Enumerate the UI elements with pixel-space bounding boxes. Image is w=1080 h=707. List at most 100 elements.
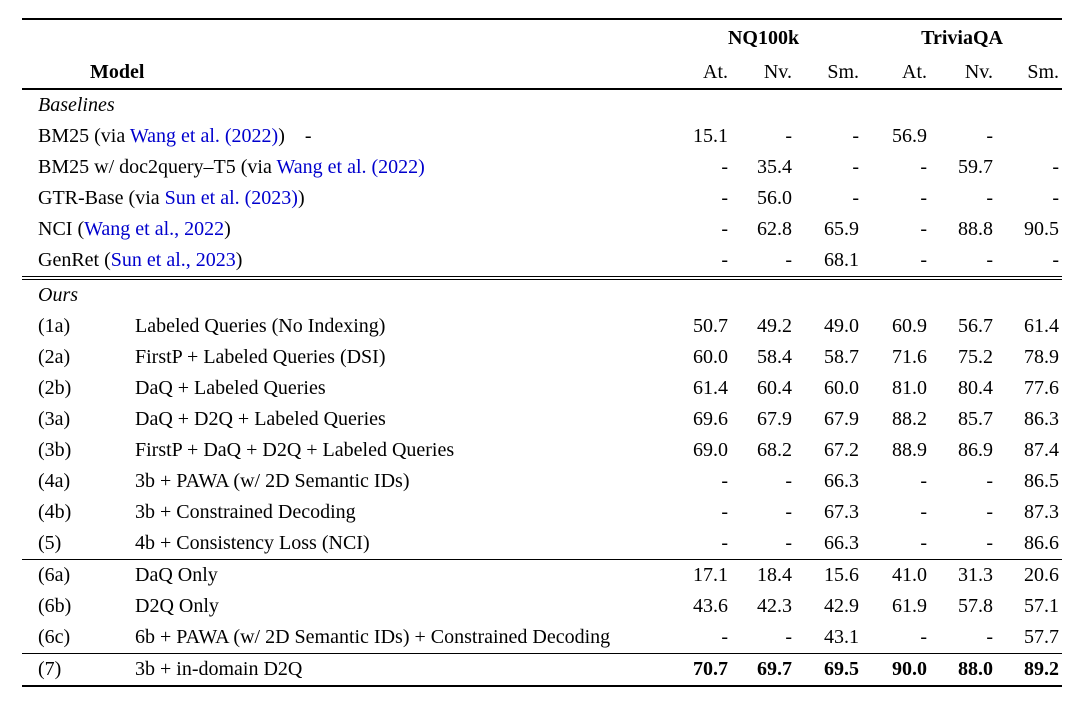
table-row: NCI (Wang et al., 2022) - 62.8 65.9 - 88.8 90.… <box>22 214 1062 245</box>
value-cell: 58.4 <box>757 346 792 368</box>
value-cell: 60.4 <box>757 377 792 399</box>
value-cell: 57.8 <box>958 595 994 617</box>
value-cell: 66.3 <box>824 470 860 492</box>
value-cell <box>996 121 1062 152</box>
table-row: BM25 (via Wang et al. (2022)) - 15.1 - - 56.… <box>22 121 1062 152</box>
value-cell: - <box>785 532 792 554</box>
value-cell: - <box>852 125 860 147</box>
results-table: NQ100k TriviaQA Model At. Nv. Sm. At. Nv… <box>22 18 1063 687</box>
model-text: ) <box>235 249 243 271</box>
model-text: 3b + in-domain D2Q <box>135 658 303 680</box>
value-cell: 67.9 <box>824 408 860 430</box>
table-row: (3b) FirstP + DaQ + D2Q + Labeled Queries… <box>22 435 1062 466</box>
value-cell: 81.0 <box>892 377 928 399</box>
value-cell: 89.2 <box>1024 658 1060 680</box>
group-header-nq100k: NQ100k <box>727 27 800 49</box>
table-row: (4a) 3b + PAWA (w/ 2D Semantic IDs) - - 66.3… <box>22 466 1062 497</box>
value-cell: - <box>721 218 728 240</box>
section-title-row: Ours <box>22 278 1062 311</box>
value-cell: - <box>986 470 994 492</box>
col-header-tq-nv: Nv. <box>964 61 994 83</box>
value-cell: - <box>785 470 792 492</box>
model-cell: NCI (Wang et al., 2022) <box>22 214 665 245</box>
value-cell: 88.8 <box>958 218 994 240</box>
table-row: GenRet (Sun et al., 2023) - - 68.1 - - - <box>22 245 1062 278</box>
value-cell: 58.7 <box>824 346 860 368</box>
value-cell: 42.3 <box>757 595 792 617</box>
value-cell: - <box>785 501 792 523</box>
value-cell: 80.4 <box>958 377 994 399</box>
row-number: (4b) <box>38 501 72 523</box>
value-cell: - <box>1052 156 1060 178</box>
value-cell: - <box>920 470 928 492</box>
table-row: (4b) 3b + Constrained Decoding - - 67.3 - - 87.… <box>22 497 1062 528</box>
value-cell: 71.6 <box>892 346 928 368</box>
row-number: (2a) <box>38 346 71 368</box>
value-cell: 87.4 <box>1024 439 1060 461</box>
model-cell: DaQ Only <box>135 560 665 592</box>
value-cell: - <box>852 156 860 178</box>
value-cell: 15.1 <box>693 125 728 147</box>
row-number: (7) <box>38 658 62 680</box>
model-text: 3b + PAWA (w/ 2D Semantic IDs) <box>135 470 410 492</box>
value-cell: 56.0 <box>757 187 792 209</box>
col-header-tq-at: At. <box>902 61 928 83</box>
value-cell: - <box>852 187 860 209</box>
table-section: Baselines BM25 (via Wang et al. (2022)) -… <box>22 89 1062 278</box>
value-cell: 88.9 <box>892 439 928 461</box>
table-section: Ours (1a) Labeled Queries (No Indexing) 50.… <box>22 278 1063 560</box>
value-cell: - <box>986 501 994 523</box>
group-header-row: NQ100k TriviaQA <box>22 19 1062 52</box>
table-header: NQ100k TriviaQA Model At. Nv. Sm. At. Nv… <box>22 19 1063 89</box>
model-cell: DaQ + Labeled Queries <box>135 373 665 404</box>
table-row: (6b) D2Q Only 43.6 42.3 42.9 61.9 57.8 57.1 <box>22 591 1062 622</box>
citation-link[interactable]: Wang et al. (2022) <box>276 156 425 178</box>
value-cell: 68.1 <box>824 249 860 271</box>
model-text: DaQ + Labeled Queries <box>135 377 326 399</box>
value-cell: - <box>721 532 728 554</box>
model-text: D2Q Only <box>135 595 219 617</box>
citation-link[interactable]: Sun et al. (2023) <box>164 187 298 209</box>
table-row: (1a) Labeled Queries (No Indexing) 50.7 49.… <box>22 311 1062 342</box>
value-cell: - <box>920 249 928 271</box>
model-text: BM25 (via <box>38 125 130 147</box>
value-cell: - <box>785 626 792 648</box>
value-cell: 90.5 <box>1024 218 1060 240</box>
value-cell: - <box>920 626 928 648</box>
model-cell: 3b + Constrained Decoding <box>135 497 665 528</box>
table-row: BM25 w/ doc2query–T5 (via Wang et al. (2… <box>22 152 1062 183</box>
section-title: Baselines <box>38 94 115 116</box>
value-cell: - <box>986 626 994 648</box>
value-cell: 49.0 <box>824 315 860 337</box>
row-number: (6b) <box>38 595 72 617</box>
model-cell: FirstP + DaQ + D2Q + Labeled Queries <box>135 435 665 466</box>
model-text: BM25 w/ doc2query–T5 (via <box>38 156 277 178</box>
value-cell: - <box>920 218 928 240</box>
value-cell: 67.9 <box>757 408 792 430</box>
model-text: ) - <box>278 125 312 147</box>
value-cell: - <box>920 156 928 178</box>
citation-link[interactable]: Wang et al. (2022) <box>129 125 279 147</box>
model-text: 4b + Consistency Loss (NCI) <box>135 532 370 554</box>
value-cell: 90.0 <box>892 658 928 680</box>
value-cell: 35.4 <box>757 156 792 178</box>
row-number: (3b) <box>38 439 72 461</box>
citation-link[interactable]: Sun et al., 2023 <box>110 249 236 271</box>
model-cell: FirstP + Labeled Queries (DSI) <box>135 342 665 373</box>
model-text: GenRet ( <box>38 249 111 271</box>
value-cell: 69.6 <box>693 408 728 430</box>
value-cell: - <box>721 626 728 648</box>
row-number: (4a) <box>38 470 71 492</box>
model-text: FirstP + Labeled Queries (DSI) <box>135 346 386 368</box>
value-cell: 57.7 <box>1024 626 1060 648</box>
value-cell: - <box>721 156 728 178</box>
value-cell: 78.9 <box>1024 346 1060 368</box>
row-number: (1a) <box>38 315 71 337</box>
value-cell: - <box>920 501 928 523</box>
row-number: (3a) <box>38 408 71 430</box>
value-cell: 86.9 <box>958 439 994 461</box>
value-cell: 69.7 <box>757 658 792 680</box>
citation-link[interactable]: Wang et al., 2022 <box>84 218 225 240</box>
value-cell: 41.0 <box>892 564 928 586</box>
